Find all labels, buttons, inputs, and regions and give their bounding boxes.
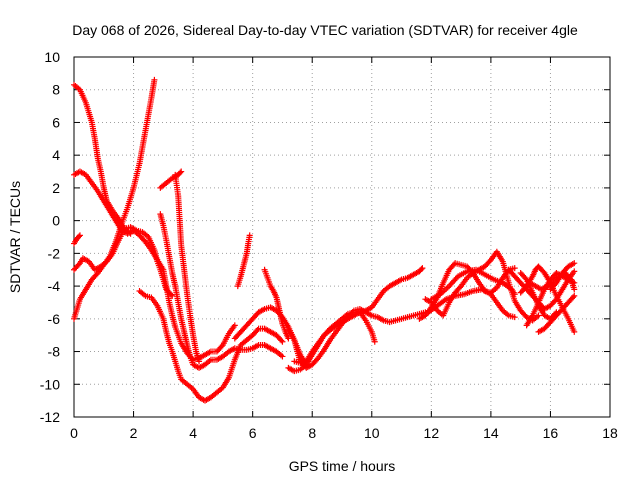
series-arc-5 [71, 232, 83, 247]
x-axis-label: GPS time / hours [289, 458, 396, 474]
data-point [571, 268, 578, 275]
x-tick-label: 10 [364, 425, 380, 441]
data-point [418, 266, 425, 273]
data-point [570, 294, 577, 301]
data-point [522, 275, 529, 282]
series-arc-25 [547, 260, 578, 293]
data-point [278, 337, 285, 344]
data-point [177, 169, 184, 176]
series-arc-23 [526, 270, 578, 293]
data-point [279, 338, 286, 345]
series-arc-19 [428, 266, 518, 303]
data-point [419, 265, 426, 272]
series-arc-24 [535, 292, 578, 335]
data-point [571, 328, 578, 335]
data-point [553, 309, 560, 316]
y-tick-label: 2 [52, 180, 60, 196]
x-tick-label: 16 [543, 425, 559, 441]
data-point [511, 314, 518, 321]
data-point [535, 312, 542, 319]
series-arc-11 [231, 304, 310, 368]
data-point [75, 233, 82, 240]
series-arc-12 [261, 266, 292, 342]
data-point [151, 76, 158, 83]
series-arc-4 [71, 76, 158, 322]
axis-ticks [73, 56, 611, 418]
series-arc-6 [136, 288, 286, 404]
series-arc-8 [157, 211, 286, 371]
y-tick-labels: -12 -10 -8 -6 -4 -2 0 2 4 6 8 10 [40, 49, 60, 425]
y-tick-label: -2 [48, 245, 61, 261]
x-tick-label: 18 [602, 425, 618, 441]
y-tick-label: -12 [40, 409, 60, 425]
data-point [571, 260, 578, 267]
x-tick-labels: 0 2 4 6 8 10 12 14 16 18 [70, 425, 618, 441]
x-tick-label: 8 [308, 425, 316, 441]
data-point [246, 232, 253, 239]
x-tick-label: 12 [424, 425, 440, 441]
x-tick-label: 0 [70, 425, 78, 441]
x-tick-label: 4 [189, 425, 197, 441]
series-arc-10 [234, 232, 253, 290]
data-point [511, 291, 518, 298]
data-point [218, 343, 225, 350]
chart-title: Day 068 of 2026, Sidereal Day-to-day VTE… [72, 22, 578, 38]
plot-frame [73, 56, 611, 418]
x-tick-label: 14 [483, 425, 499, 441]
data-point [571, 286, 578, 293]
grid-lines [74, 57, 610, 417]
series-arc-15 [291, 265, 426, 366]
y-tick-label: 10 [44, 49, 60, 65]
data-point [450, 261, 457, 268]
series-arc-18 [425, 286, 518, 321]
y-tick-label: 4 [52, 147, 60, 163]
x-tick-label: 6 [249, 425, 257, 441]
data-point [168, 291, 175, 298]
y-tick-label: -8 [48, 344, 61, 360]
data-point [567, 275, 574, 282]
data-point [76, 232, 83, 239]
data-point [552, 310, 559, 317]
y-tick-label: -6 [48, 311, 61, 327]
data-point [371, 338, 378, 345]
series-arc-2 [71, 168, 238, 363]
y-axis-label: SDTVAR / TECUs [7, 181, 23, 293]
data-point [196, 358, 203, 365]
series-arc-9 [172, 171, 203, 365]
data-point [231, 322, 238, 329]
series-arc-26 [517, 270, 560, 322]
data-point [178, 168, 185, 175]
data-point [254, 326, 261, 333]
y-tick-label: 6 [52, 114, 60, 130]
data-point [571, 292, 578, 299]
y-tick-label: -4 [48, 278, 61, 294]
y-tick-label: 8 [52, 82, 60, 98]
y-tick-label: 0 [52, 213, 60, 229]
y-tick-label: -10 [40, 376, 60, 392]
data-points [71, 76, 578, 404]
data-point [511, 265, 518, 272]
data-point [444, 284, 451, 291]
data-point [279, 353, 286, 360]
x-tick-label: 2 [130, 425, 138, 441]
